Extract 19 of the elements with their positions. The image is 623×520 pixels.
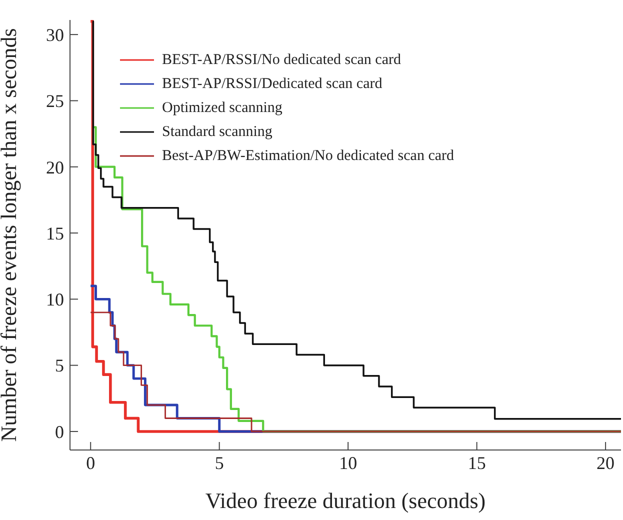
x-tick-label: 20	[596, 452, 615, 473]
legend-label: BEST-AP/RSSI/Dedicated scan card	[162, 75, 382, 94]
y-tick-label: 5	[55, 356, 64, 376]
legend-label: Standard scanning	[162, 123, 272, 142]
y-tick-label: 25	[46, 91, 64, 112]
y-axis-title: Number of freeze events longer than x seconds	[0, 28, 21, 442]
legend-label: Best-AP/BW-Estimation/No dedicated scan card	[162, 147, 454, 166]
y-tick-label: 10	[46, 290, 64, 310]
y-tick-label: 0	[55, 422, 64, 442]
x-tick-label: 5	[214, 452, 224, 473]
x-tick-label: 0	[86, 452, 96, 473]
legend-label: BEST-AP/RSSI/No dedicated scan card	[162, 51, 401, 70]
x-tick-label: 15	[468, 452, 486, 473]
x-tick-label: 10	[339, 452, 358, 473]
y-tick-label: 20	[46, 157, 64, 178]
x-axis-title: Video freeze duration (seconds)	[205, 488, 486, 513]
y-tick-label: 30	[46, 24, 64, 45]
y-tick-label: 15	[46, 223, 64, 244]
legend-label: Optimized scanning	[162, 99, 282, 118]
